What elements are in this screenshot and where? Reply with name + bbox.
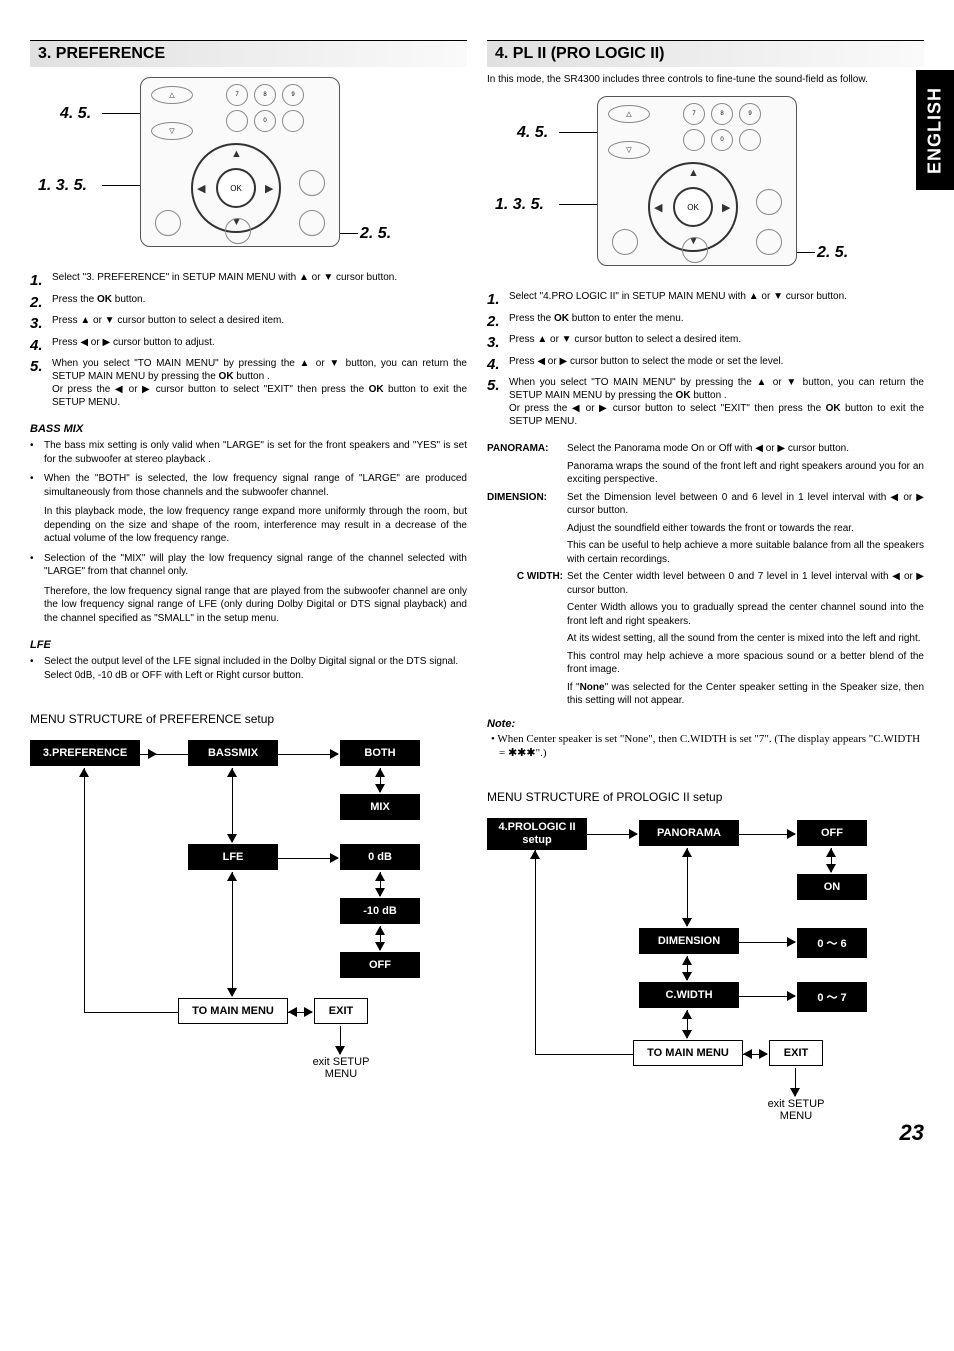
flow2-off: OFF bbox=[797, 820, 867, 846]
flow-m10: -10 dB bbox=[340, 898, 420, 924]
flow-lfe: LFE bbox=[188, 844, 278, 870]
plii-definitions: PANORAMA:Select the Panorama mode On or … bbox=[487, 442, 924, 708]
left-column: 3. PREFERENCE 4. 5. 1. 3. 5. 2. 5. △ ▽ 7… bbox=[30, 40, 467, 1138]
note-body: • When Center speaker is set "None", the… bbox=[487, 732, 924, 761]
plii-steps: 1.Select "4.PRO LOGIC II" in SETUP MAIN … bbox=[487, 290, 924, 428]
remote-body: △ ▽ 789 0 OK ▲ ▼ ◀ ▶ bbox=[140, 77, 340, 247]
flow2-root: 4.PROLOGIC II setup bbox=[487, 818, 587, 850]
remote-diagram-right: 4. 5. 1. 3. 5. 2. 5. △ ▽ 789 0 bbox=[487, 96, 924, 276]
flow2-cwidth: C.WIDTH bbox=[639, 982, 739, 1008]
flow-root: 3.PREFERENCE bbox=[30, 740, 140, 766]
flow-exittext: exit SETUP MENU bbox=[306, 1056, 376, 1080]
pref-menu-title: MENU STRUCTURE of PREFERENCE setup bbox=[30, 712, 467, 726]
callout-135: 1. 3. 5. bbox=[38, 177, 87, 195]
callout-45: 4. 5. bbox=[60, 105, 91, 123]
flow2-r06: 0 ～ 6 bbox=[797, 928, 867, 958]
lfe-head: LFE bbox=[30, 639, 467, 651]
remote-diagram-left: 4. 5. 1. 3. 5. 2. 5. △ ▽ 789 0 bbox=[30, 77, 467, 257]
page-number: 23 bbox=[900, 1120, 924, 1146]
flow2-on: ON bbox=[797, 874, 867, 900]
flow-exit: EXIT bbox=[314, 998, 368, 1024]
flow2-r07: 0 ～ 7 bbox=[797, 982, 867, 1012]
flow-tomain: TO MAIN MENU bbox=[178, 998, 288, 1024]
callout-25: 2. 5. bbox=[360, 225, 391, 243]
lfe-bullets: Select the output level of the LFE signa… bbox=[30, 655, 467, 682]
note-head: Note: bbox=[487, 718, 924, 730]
bassmix-bullets: The bass mix setting is only valid when … bbox=[30, 439, 467, 625]
flow-bassmix: BASSMIX bbox=[188, 740, 278, 766]
plii-intro: In this mode, the SR4300 includes three … bbox=[487, 73, 924, 86]
flow-off: OFF bbox=[340, 952, 420, 978]
preference-header: 3. PREFERENCE bbox=[30, 40, 467, 67]
flow2-tomain: TO MAIN MENU bbox=[633, 1040, 743, 1066]
plii-menu-title: MENU STRUCTURE of PROLOGIC II setup bbox=[487, 790, 924, 804]
flow-0db: 0 dB bbox=[340, 844, 420, 870]
preference-steps: 1.Select "3. PREFERENCE" in SETUP MAIN M… bbox=[30, 271, 467, 409]
callout-25-r: 2. 5. bbox=[817, 244, 848, 262]
right-column: 4. PL II (PRO LOGIC II) In this mode, th… bbox=[487, 40, 924, 1138]
flow2-exittext: exit SETUP MENU bbox=[761, 1098, 831, 1122]
flow-both: BOTH bbox=[340, 740, 420, 766]
flow2-exit: EXIT bbox=[769, 1040, 823, 1066]
callout-135-r: 1. 3. 5. bbox=[495, 196, 544, 214]
plii-header: 4. PL II (PRO LOGIC II) bbox=[487, 40, 924, 67]
bassmix-head: BASS MIX bbox=[30, 423, 467, 435]
flow-mix: MIX bbox=[340, 794, 420, 820]
flow2-dimension: DIMENSION bbox=[639, 928, 739, 954]
ok-button-diagram-r: OK bbox=[673, 187, 713, 227]
plii-flowchart: 4.PROLOGIC II setup PANORAMA OFF ON DIME… bbox=[487, 818, 924, 1138]
callout-45-r: 4. 5. bbox=[517, 124, 548, 142]
flow2-panorama: PANORAMA bbox=[639, 820, 739, 846]
preference-flowchart: 3.PREFERENCE BASSMIX BOTH MIX LFE 0 dB -… bbox=[30, 740, 467, 1100]
ok-button-diagram: OK bbox=[216, 168, 256, 208]
